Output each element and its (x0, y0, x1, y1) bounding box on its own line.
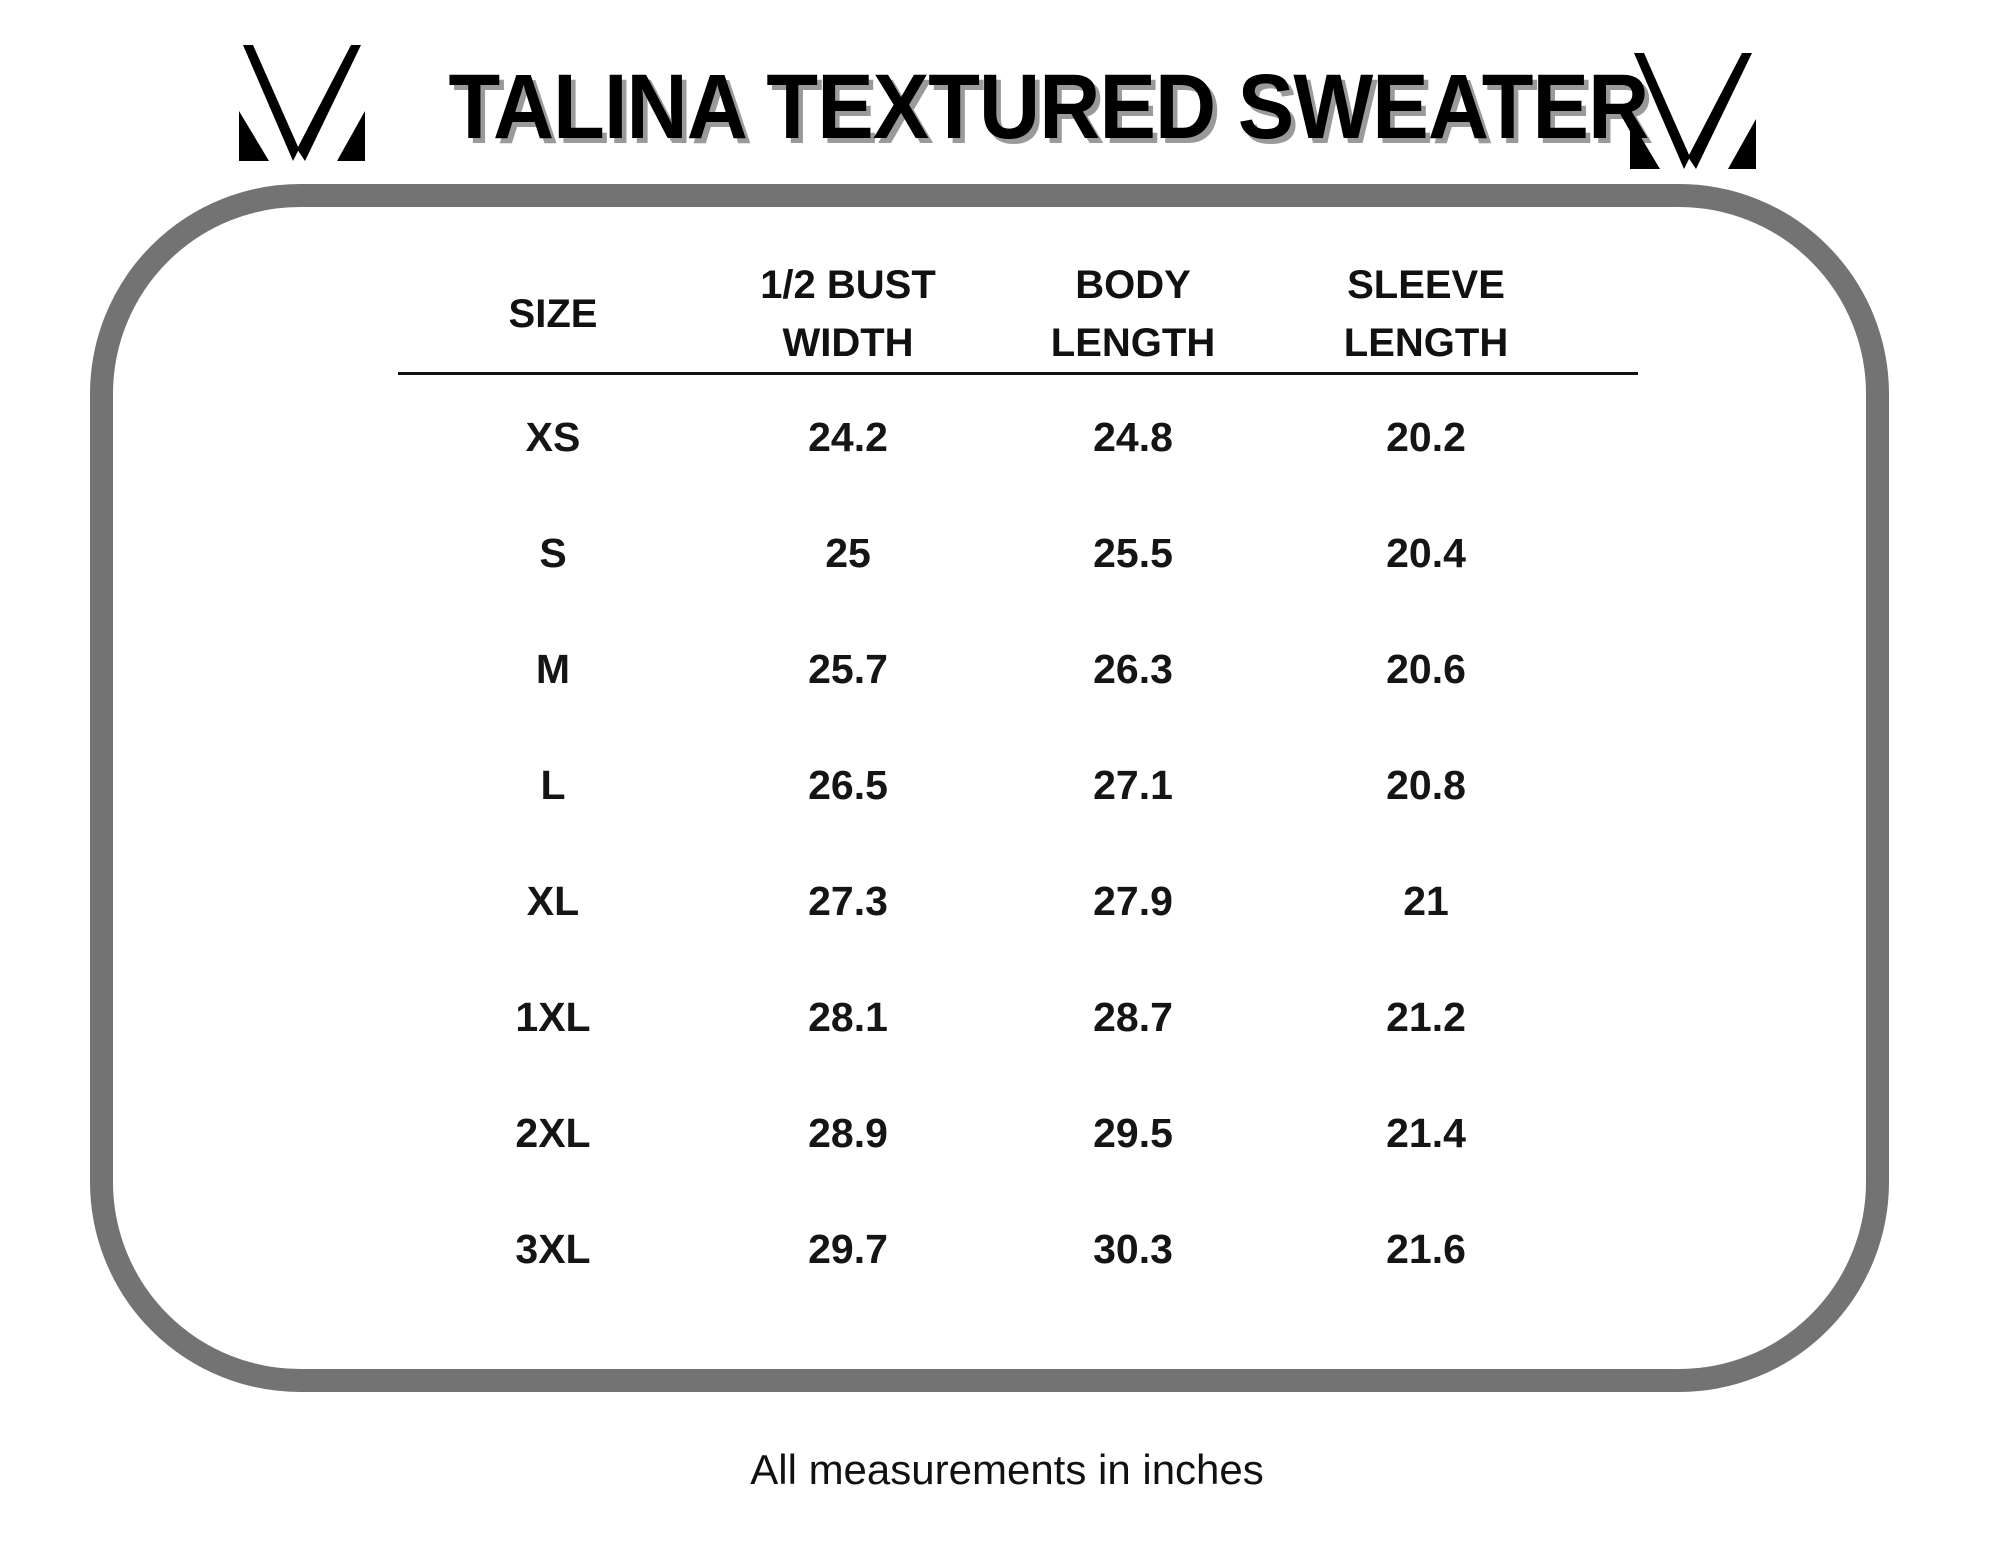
size-label: M (535, 646, 571, 692)
measurement-cell: 21.2 (1386, 994, 1466, 1040)
measurement-cell: 26.3 (1093, 646, 1173, 692)
measurement-cell: 28.9 (808, 1110, 888, 1156)
measurement-cell: 20.6 (1386, 646, 1466, 692)
size-label: 2XL (515, 1110, 591, 1156)
measurement-cell: 28.1 (808, 994, 888, 1040)
measurement-cell: 27.1 (1093, 762, 1173, 808)
measurement-cell: 24.8 (1093, 414, 1173, 460)
size-label: XS (525, 414, 581, 460)
size-label: 3XL (515, 1226, 591, 1272)
measurement-cell: 20.2 (1386, 414, 1466, 460)
measurement-cell: 25.7 (808, 646, 888, 692)
measurement-cell: 27.3 (808, 878, 888, 924)
measurement-cell: 20.8 (1386, 762, 1466, 808)
measurement-cell: 28.7 (1093, 994, 1173, 1040)
column-header: 1/2 BUST WIDTH (760, 263, 936, 365)
size-label: XL (526, 878, 580, 924)
measurement-cell: 27.9 (1093, 878, 1173, 924)
measurement-cell: 26.5 (808, 762, 888, 808)
column-header: BODY LENGTH (1050, 263, 1216, 365)
units-note: All measurements in inches (750, 1446, 1264, 1493)
measurement-cell: 21.4 (1386, 1110, 1466, 1156)
measurement-cell: 21 (1403, 878, 1449, 924)
measurement-cell: 29.7 (808, 1226, 888, 1272)
size-chart-frame (90, 184, 1889, 1392)
column-header: SIZE (508, 292, 598, 336)
brand-logo-right-icon (1630, 53, 1756, 169)
measurement-cell: 29.5 (1093, 1110, 1173, 1156)
measurement-cell: 20.4 (1386, 530, 1466, 576)
page-title: TALINA TEXTURED SWEATER (448, 56, 1649, 158)
size-label: 1XL (515, 994, 591, 1040)
measurement-cell: 30.3 (1093, 1226, 1173, 1272)
header-divider (398, 372, 1638, 375)
measurement-cell: 25 (825, 530, 871, 576)
measurement-cell: 25.5 (1093, 530, 1173, 576)
brand-logo-left-icon (239, 45, 365, 161)
size-label: S (539, 530, 567, 576)
measurement-cell: 24.2 (808, 414, 888, 460)
column-header: SLEEVE LENGTH (1343, 263, 1509, 365)
measurement-cell: 21.6 (1386, 1226, 1466, 1272)
size-label: L (540, 762, 566, 808)
